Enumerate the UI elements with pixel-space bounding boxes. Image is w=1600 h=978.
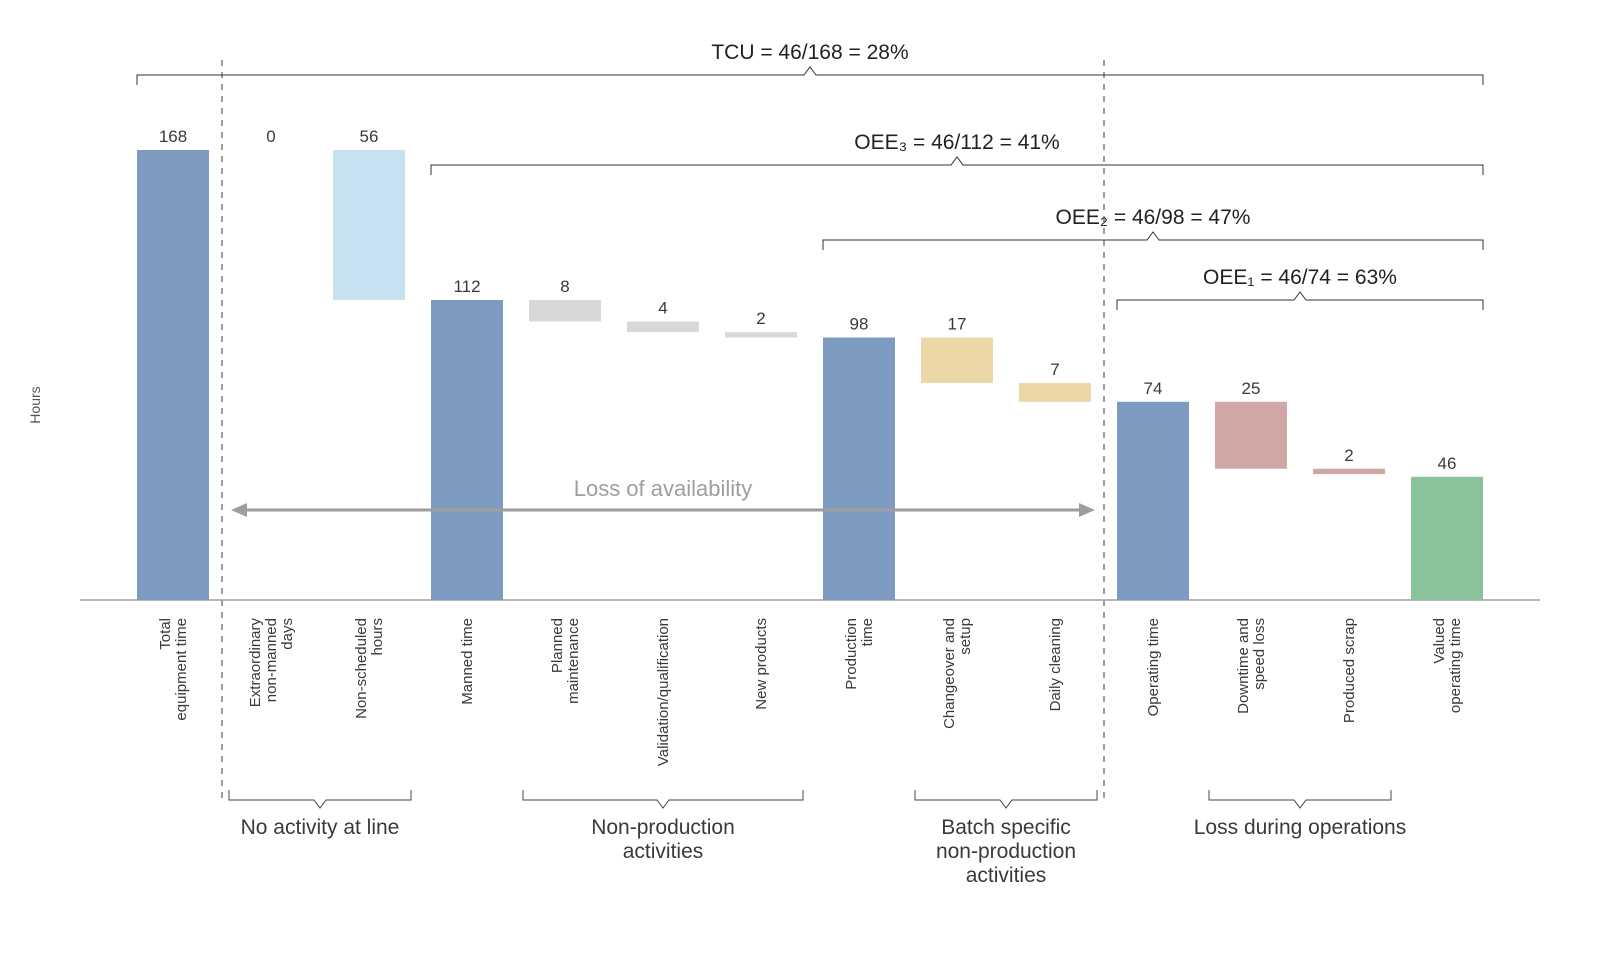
- metric-label: OEE₂ = 46/98 = 47%: [1056, 206, 1251, 229]
- category-label-line: New products: [753, 618, 770, 710]
- bar-value-label: 4: [658, 298, 667, 317]
- bar: [529, 300, 601, 321]
- bar-value-label: 17: [948, 315, 967, 334]
- category-label: Operating time: [1145, 618, 1162, 716]
- group-brace: [523, 790, 803, 808]
- oee-waterfall-chart: Hours 168 0 56 112 8 4 2 98 17 7 74 25 2 46 Totalequipm…: [0, 0, 1600, 978]
- bar-value-label: 0: [266, 127, 275, 146]
- bar-value-label: 56: [360, 127, 379, 146]
- category-label-line: days: [279, 618, 296, 650]
- bar-value-label: 74: [1144, 379, 1163, 398]
- category-label-line: Downtime and: [1235, 618, 1252, 714]
- bar: [1313, 469, 1385, 474]
- bar-value-label: 168: [159, 127, 187, 146]
- category-label: Produced scrap: [1341, 618, 1358, 723]
- category-label-line: Manned time: [459, 618, 476, 705]
- group-label: Non-production: [591, 816, 735, 839]
- group-brace: [229, 790, 411, 808]
- group-brace: [915, 790, 1097, 808]
- category-label: Plannedmaintenance: [549, 618, 582, 704]
- metric-brace: [1117, 292, 1483, 310]
- bar-value-label: 112: [453, 277, 480, 296]
- category-label: Daily cleaning: [1047, 618, 1064, 711]
- bar-value-label: 98: [850, 315, 869, 334]
- metric-brace: [431, 157, 1483, 175]
- category-label: Downtime andspeed loss: [1235, 618, 1268, 714]
- category-label: Non-scheduledhours: [353, 618, 386, 719]
- bar: [1019, 383, 1091, 402]
- category-label-line: Extraordinary: [247, 618, 264, 708]
- category-label-line: Validation/qualification: [655, 618, 672, 766]
- category-label-line: Total: [157, 618, 174, 650]
- category-label-line: Planned: [549, 618, 566, 673]
- metric-label: TCU = 46/168 = 28%: [711, 41, 908, 64]
- category-label: Extraordinarynon-manneddays: [247, 618, 296, 708]
- metric-brace: [823, 232, 1483, 250]
- group-brace: [1209, 790, 1391, 808]
- category-label: Totalequipment time: [157, 618, 190, 721]
- bar-value-label: 46: [1438, 454, 1457, 473]
- category-label-line: setup: [957, 618, 974, 655]
- group-label: activities: [623, 840, 704, 863]
- category-label: Validation/qualification: [655, 618, 672, 766]
- group-label: Loss during operations: [1194, 816, 1406, 839]
- bar: [1117, 402, 1189, 600]
- category-label-line: Valued: [1431, 618, 1448, 664]
- metric-brace: [137, 67, 1483, 85]
- category-label-line: Production: [843, 618, 860, 690]
- group-label: Batch specific: [941, 816, 1071, 839]
- category-label-line: time: [859, 618, 876, 646]
- bar: [137, 150, 209, 600]
- bar-value-label: 8: [560, 277, 569, 296]
- bar-value-label: 2: [1344, 446, 1353, 465]
- category-label-line: Daily cleaning: [1047, 618, 1064, 711]
- bar-value-label: 7: [1050, 360, 1059, 379]
- y-axis-label: Hours: [27, 386, 43, 423]
- arrow-head-right: [1079, 503, 1095, 517]
- metric-label: OEE₁ = 46/74 = 63%: [1203, 266, 1397, 289]
- category-label-line: Non-scheduled: [353, 618, 370, 719]
- loss-arrow-label: Loss of availability: [574, 476, 753, 501]
- group-label: activities: [966, 864, 1047, 887]
- category-label-line: hours: [369, 618, 386, 656]
- bar: [823, 338, 895, 601]
- category-label: Productiontime: [843, 618, 876, 690]
- bar: [1215, 402, 1287, 469]
- category-label-line: non-manned: [263, 618, 280, 702]
- category-label-line: Changeover and: [941, 618, 958, 729]
- category-label: Manned time: [459, 618, 476, 705]
- bar: [333, 150, 405, 300]
- bar: [725, 332, 797, 337]
- category-label-line: equipment time: [173, 618, 190, 721]
- category-label-line: Operating time: [1145, 618, 1162, 716]
- metric-label: OEE₃ = 46/112 = 41%: [854, 131, 1059, 154]
- bar: [921, 338, 993, 384]
- category-label-line: maintenance: [565, 618, 582, 704]
- bar: [431, 300, 503, 600]
- bar-value-label: 2: [756, 309, 765, 328]
- bar: [1411, 477, 1483, 600]
- category-label-line: Produced scrap: [1341, 618, 1358, 723]
- category-label: Valuedoperating time: [1431, 618, 1464, 713]
- bar-value-label: 25: [1242, 379, 1261, 398]
- category-label: Changeover andsetup: [941, 618, 974, 729]
- category-label-line: operating time: [1447, 618, 1464, 713]
- category-label: New products: [753, 618, 770, 710]
- category-label-line: speed loss: [1251, 618, 1268, 690]
- group-label: non-production: [936, 840, 1076, 863]
- bar: [627, 321, 699, 332]
- arrow-head-left: [231, 503, 247, 517]
- group-label: No activity at line: [241, 816, 400, 839]
